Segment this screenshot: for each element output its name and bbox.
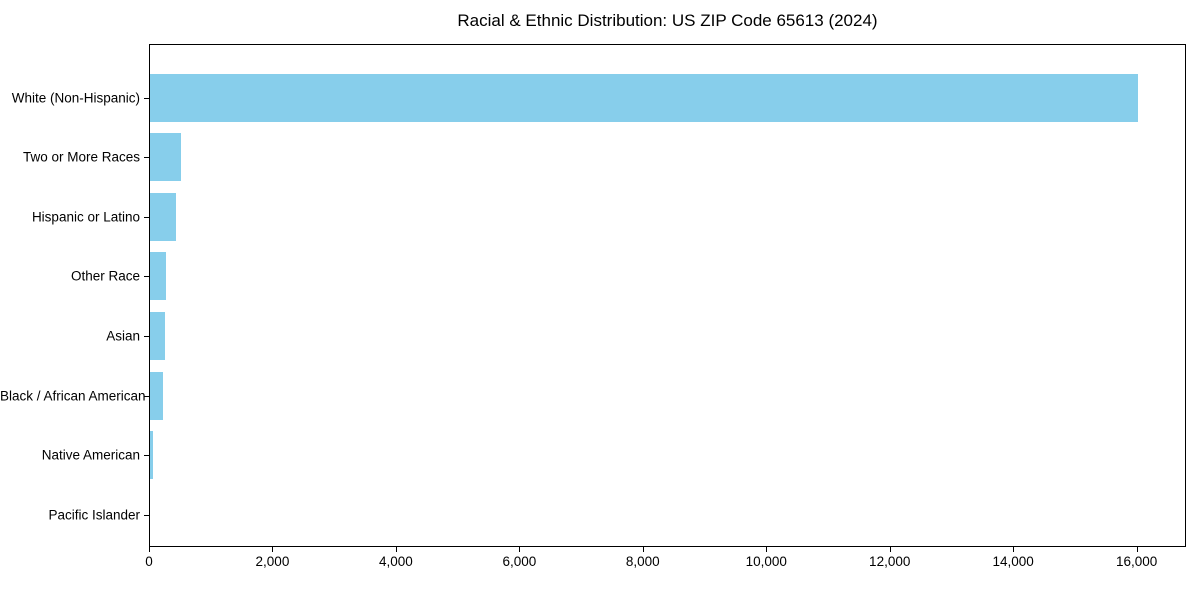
x-tick-label: 2,000 [255, 554, 290, 569]
y-axis-label: White (Non-Hispanic) [11, 90, 140, 105]
bar [150, 252, 166, 301]
y-tick-mark [144, 336, 149, 338]
x-tick-mark [766, 547, 768, 552]
bar [150, 371, 163, 420]
bar [150, 73, 1138, 122]
y-axis-label: Hispanic or Latino [31, 209, 140, 225]
y-axis-label: Two or More Races [22, 149, 140, 165]
x-tick-label: 0 [145, 554, 153, 569]
x-tick-mark [149, 547, 150, 552]
y-axis-label: Other Race [70, 268, 140, 284]
y-tick-mark [144, 157, 149, 159]
y-tick-mark [144, 276, 149, 278]
x-tick-mark [272, 547, 274, 552]
x-tick-label: 12,000 [869, 554, 911, 569]
x-tick-mark [642, 547, 644, 552]
y-tick-mark [144, 455, 149, 457]
x-tick-mark [1136, 547, 1138, 552]
x-tick-mark [395, 547, 397, 552]
chart-title: Racial & Ethnic Distribution: US ZIP Cod… [457, 11, 878, 30]
y-tick-mark [144, 514, 149, 516]
y-axis-label: Pacific Islander [48, 507, 140, 523]
x-tick-label: 8,000 [625, 554, 660, 569]
plot-area [149, 44, 1186, 547]
x-tick-mark [889, 547, 891, 552]
x-tick-label: 16,000 [1115, 554, 1158, 569]
x-tick-label: 14,000 [992, 554, 1034, 569]
x-tick-mark [1013, 547, 1015, 552]
y-axis-label: Black / African American [0, 388, 146, 404]
bar [150, 192, 176, 241]
y-axis-label: Native American [41, 447, 140, 463]
bar [150, 312, 166, 361]
x-tick-label: 10,000 [745, 554, 787, 569]
bar [150, 431, 154, 480]
x-tick-label: 6,000 [502, 554, 537, 569]
x-tick-label: 4,000 [378, 554, 413, 569]
bar [150, 133, 182, 182]
y-tick-mark [144, 395, 149, 397]
y-axis-label: Asian [106, 328, 140, 344]
y-tick-mark [144, 216, 149, 218]
x-tick-mark [519, 547, 521, 552]
y-tick-mark [144, 97, 149, 99]
